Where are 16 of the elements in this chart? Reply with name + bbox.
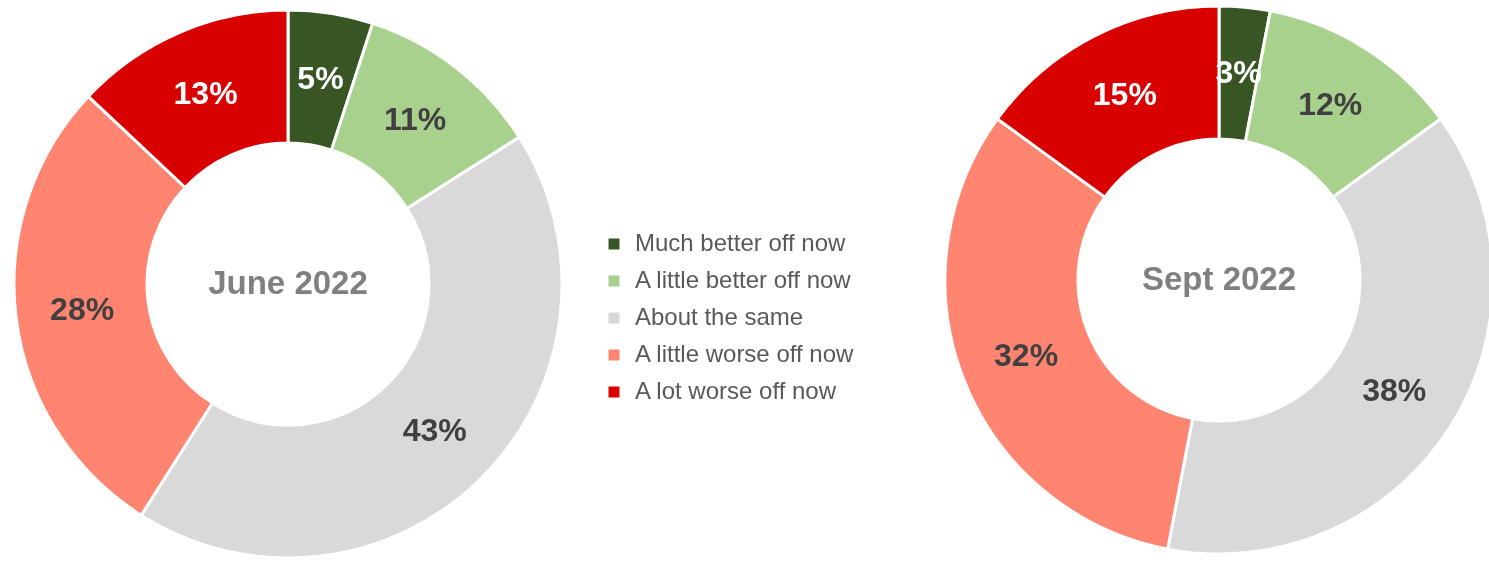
data-label: 13% xyxy=(173,74,238,111)
data-label: 28% xyxy=(50,291,115,328)
data-label: 11% xyxy=(384,101,447,138)
legend-label: A little better off now xyxy=(635,266,852,293)
text: June 2022 xyxy=(208,264,368,301)
data-label: 12% xyxy=(1298,85,1363,122)
legend-label: A little worse off now xyxy=(635,340,854,367)
legend-label: Much better off now xyxy=(635,229,847,256)
data-label: 15% xyxy=(1092,76,1157,113)
data-label: 32% xyxy=(994,337,1059,374)
text: Sept 2022 xyxy=(1141,260,1297,297)
data-label: 43% xyxy=(402,411,467,448)
data-label: 5% xyxy=(297,60,344,97)
data-label: 38% xyxy=(1362,372,1427,409)
legend-label: About the same xyxy=(635,303,804,330)
legend-label: A lot worse off now xyxy=(635,377,837,404)
